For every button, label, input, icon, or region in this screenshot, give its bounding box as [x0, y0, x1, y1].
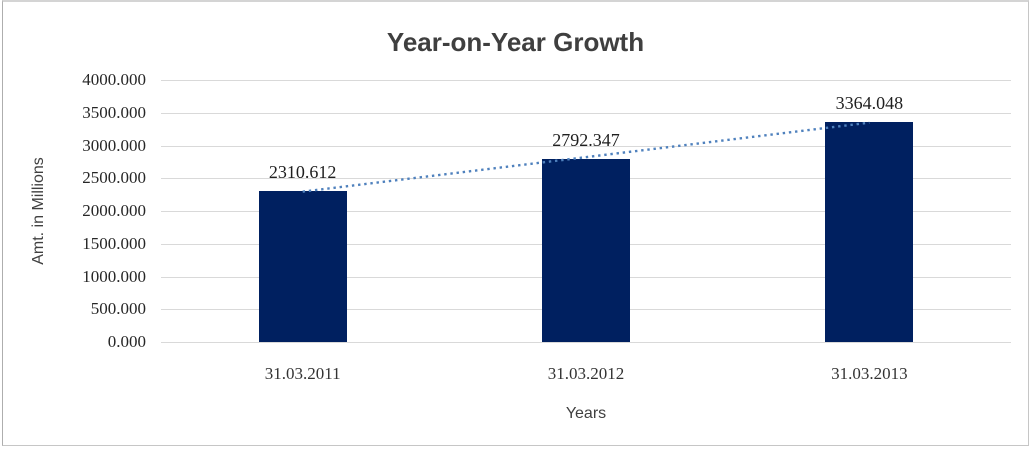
x-category-label: 31.03.2013	[831, 364, 908, 383]
x-axis-title: Years	[565, 405, 607, 422]
gridline	[161, 112, 1011, 114]
bar-data-label: 2310.612	[268, 161, 337, 182]
y-tick-label: 3000.000	[82, 135, 146, 155]
bar-data-label: 2792.347	[552, 130, 620, 151]
y-tick-label: 0.000	[107, 332, 146, 351]
bar	[258, 190, 347, 342]
y-tick-label: 2000.000	[82, 201, 146, 220]
bar-data-label: 3364.048	[835, 92, 904, 113]
y-tick-label: 1500.000	[82, 233, 146, 253]
gridline	[161, 80, 1011, 81]
y-tick-label: 1000.000	[82, 266, 146, 286]
x-category-label: 31.03.2011	[264, 364, 341, 383]
y-tick-label: 4000.000	[82, 70, 146, 89]
bar	[542, 159, 630, 342]
x-category-label: 31.03.2012	[547, 364, 625, 383]
y-tick-label: 2500.000	[82, 168, 146, 188]
gridline	[161, 342, 1011, 343]
y-tick-label: 500.000	[90, 299, 146, 319]
y-tick-label: 3500.000	[82, 102, 146, 122]
chart-title: Year-on-Year Growth	[386, 27, 645, 57]
bar	[825, 121, 914, 342]
